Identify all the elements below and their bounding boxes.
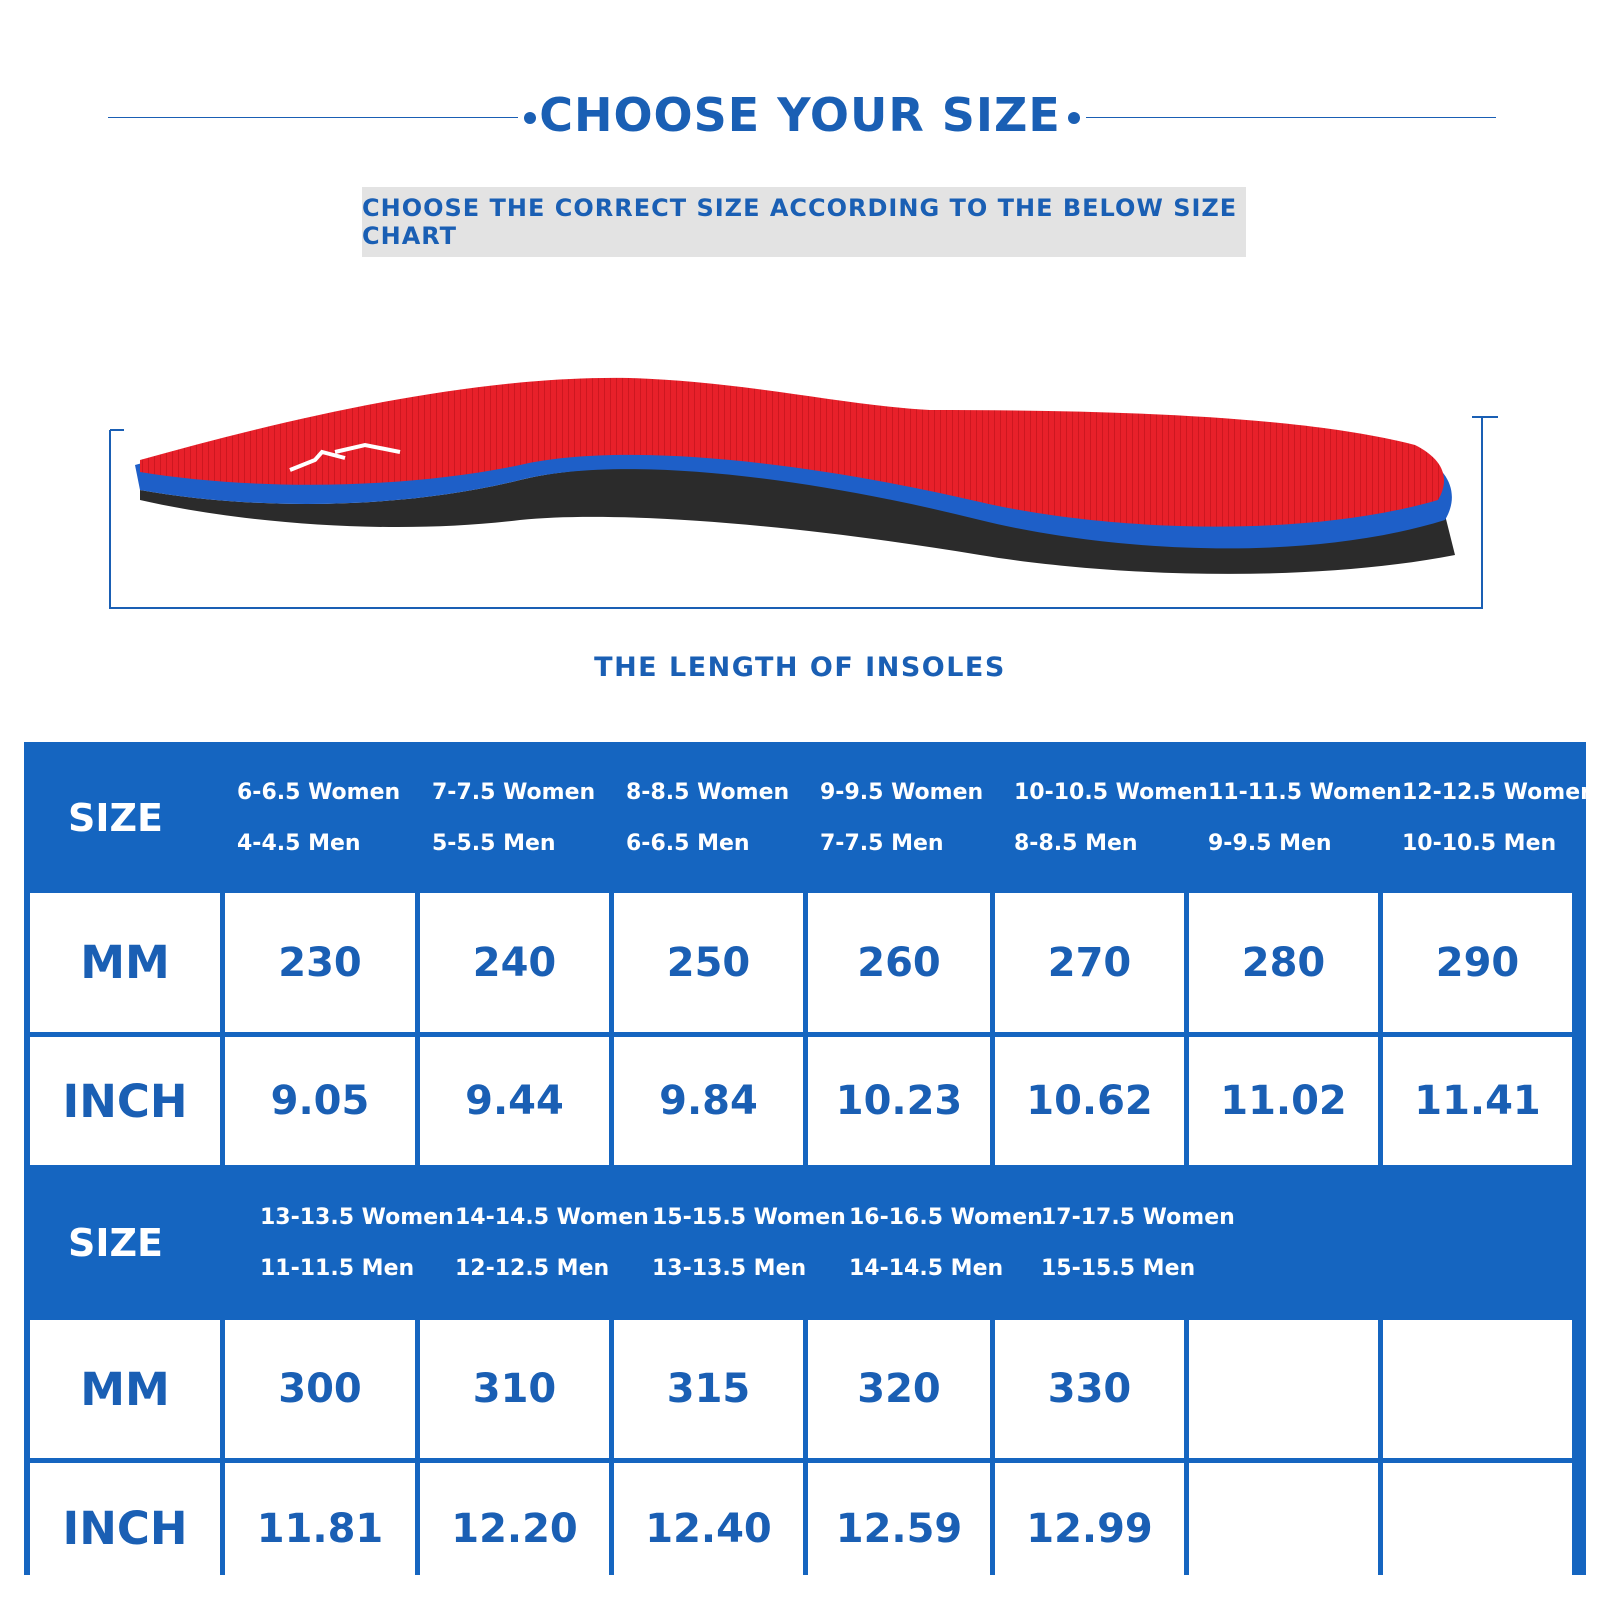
title-left-line (108, 117, 518, 118)
subtitle-banner: CHOOSE THE CORRECT SIZE ACCORDING TO THE… (362, 187, 1246, 257)
mm-value: 230 (225, 893, 415, 1032)
size-header-cell: 8-8.5 Women 6-6.5 Men (606, 767, 800, 869)
inch-value: 12.20 (420, 1463, 609, 1594)
women-size: 10-10.5 Women (1014, 780, 1208, 805)
size-header-group: 6-6.5 Women 4-4.5 Men 7-7.5 Women 5-5.5 Me… (217, 767, 1596, 869)
men-size: 12-12.5 Men (455, 1255, 610, 1281)
men-size: 13-13.5 Men (652, 1255, 807, 1281)
men-size: 6-6.5 Men (626, 831, 750, 856)
mm-value: 260 (808, 893, 990, 1032)
inch-value: 10.62 (995, 1037, 1184, 1165)
mm-value: 250 (614, 893, 803, 1032)
mm-value: 280 (1189, 893, 1378, 1032)
inch-row-label: INCH (30, 1037, 220, 1165)
men-size: 11-11.5 Men (260, 1255, 415, 1281)
women-size: 13-13.5 Women (260, 1204, 454, 1230)
inch-value: 12.59 (808, 1463, 990, 1594)
mm-value: 290 (1383, 893, 1572, 1032)
size-header-cell: 7-7.5 Women 5-5.5 Men (412, 767, 606, 869)
subtitle-text: CHOOSE THE CORRECT SIZE ACCORDING TO THE… (362, 194, 1238, 250)
mm-value: 320 (808, 1320, 990, 1458)
women-size: 12-12.5 Women (1402, 780, 1596, 805)
mm-value: 310 (420, 1320, 609, 1458)
size-header-group: 13-13.5 Women 11-11.5 Men 14-14.5 Women 12… (240, 1192, 1235, 1294)
mm-value: 315 (614, 1320, 803, 1458)
empty-cell (1189, 1320, 1378, 1458)
inch-value: 11.81 (225, 1463, 415, 1594)
size-header-cell: 14-14.5 Women 12-12.5 Men (435, 1192, 649, 1294)
women-size: 14-14.5 Women (455, 1204, 649, 1230)
inch-row-label: INCH (30, 1463, 220, 1594)
empty-cell (1189, 1463, 1378, 1594)
page-title: CHOOSE YOUR SIZE (539, 88, 1061, 142)
size-header-cell: 11-11.5 Women 9-9.5 Men (1188, 767, 1402, 869)
mm-value: 300 (225, 1320, 415, 1458)
inch-value: 10.23 (808, 1037, 990, 1165)
size-header-row-1: SIZE 6-6.5 Women 4-4.5 Men 7-7.5 Women 5-5… (30, 748, 1596, 888)
inch-value: 9.44 (420, 1037, 609, 1165)
size-header-cell: 13-13.5 Women 11-11.5 Men (240, 1192, 454, 1294)
size-chart-table: SIZE 6-6.5 Women 4-4.5 Men 7-7.5 Women 5-5… (24, 742, 1596, 1594)
size-header-cell: 6-6.5 Women 4-4.5 Men (217, 767, 412, 869)
women-size: 17-17.5 Women (1041, 1204, 1235, 1230)
size-header-cell: 17-17.5 Women 15-15.5 Men (1021, 1192, 1235, 1294)
title-left-dot (524, 112, 536, 124)
inch-value: 11.02 (1189, 1037, 1378, 1165)
size-header-cell: 10-10.5 Women 8-8.5 Men (994, 767, 1208, 869)
men-size: 9-9.5 Men (1208, 831, 1332, 856)
inch-value: 9.84 (614, 1037, 803, 1165)
women-size: 7-7.5 Women (432, 780, 596, 805)
empty-cell (1383, 1320, 1572, 1458)
size-header-cell: 16-16.5 Women 14-14.5 Men (829, 1192, 1043, 1294)
women-size: 16-16.5 Women (849, 1204, 1043, 1230)
men-size: 8-8.5 Men (1014, 831, 1138, 856)
size-header-cell: 12-12.5 Women 10-10.5 Men (1382, 767, 1596, 869)
women-size: 11-11.5 Women (1208, 780, 1402, 805)
men-size: 10-10.5 Men (1402, 831, 1557, 856)
women-size: 6-6.5 Women (237, 780, 401, 805)
title-right-line (1086, 117, 1496, 118)
mm-row-label: MM (30, 1320, 220, 1458)
title-right-dot (1068, 112, 1080, 124)
size-header-row-2: SIZE 13-13.5 Women 11-11.5 Men 14-14.5 Wo… (30, 1170, 1572, 1315)
insole-length-caption: THE LENGTH OF INSOLES (594, 652, 1006, 683)
men-size: 5-5.5 Men (432, 831, 556, 856)
size-row-label: SIZE (68, 796, 164, 840)
inch-value: 12.40 (614, 1463, 803, 1594)
insole-image (109, 377, 1498, 609)
women-size: 9-9.5 Women (820, 780, 984, 805)
mm-value: 270 (995, 893, 1184, 1032)
empty-cell (1383, 1463, 1572, 1594)
inch-value: 11.41 (1383, 1037, 1572, 1165)
mm-row-label: MM (30, 893, 220, 1032)
men-size: 7-7.5 Men (820, 831, 944, 856)
women-size: 8-8.5 Women (626, 780, 790, 805)
mm-value: 240 (420, 893, 609, 1032)
mm-value: 330 (995, 1320, 1184, 1458)
inch-value: 9.05 (225, 1037, 415, 1165)
inch-value: 12.99 (995, 1463, 1184, 1594)
men-size: 14-14.5 Men (849, 1255, 1004, 1281)
women-size: 15-15.5 Women (652, 1204, 846, 1230)
size-header-cell: 9-9.5 Women 7-7.5 Men (800, 767, 994, 869)
size-header-cell: 15-15.5 Women 13-13.5 Men (632, 1192, 846, 1294)
men-size: 15-15.5 Men (1041, 1255, 1196, 1281)
size-row-label: SIZE (68, 1220, 164, 1265)
men-size: 4-4.5 Men (237, 831, 361, 856)
